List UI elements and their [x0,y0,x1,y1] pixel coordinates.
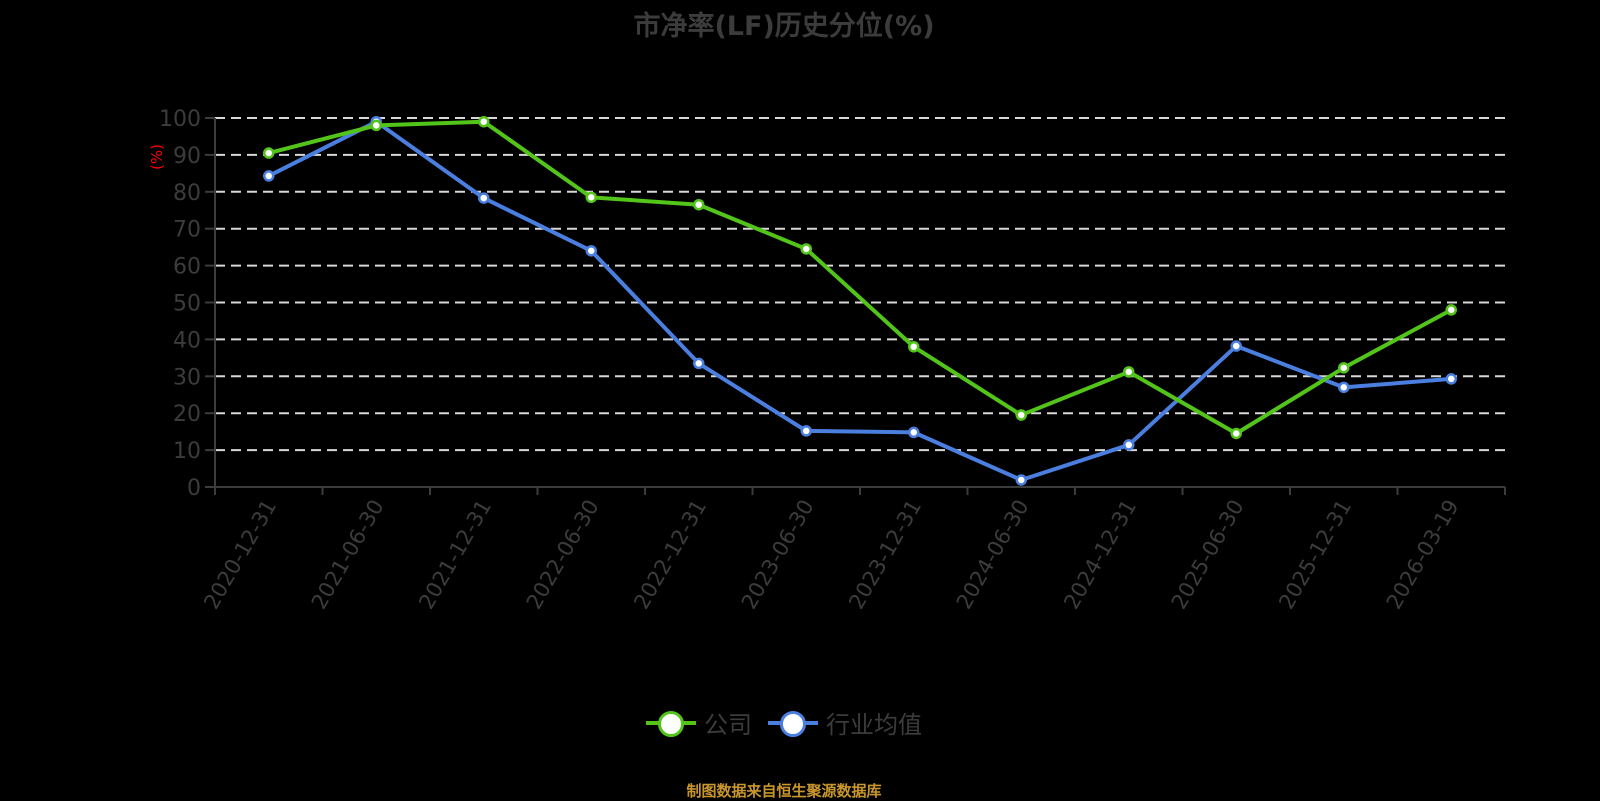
series-lines [263,115,1457,486]
y-tick-label: 90 [173,144,201,169]
y-tick-label: 0 [187,476,201,501]
data-point[interactable] [263,147,275,159]
y-tick-label: 70 [173,218,201,243]
data-point[interactable] [478,115,490,128]
x-tick-label: 2021-12-31 [414,496,496,614]
series-line [267,119,1452,482]
data-point[interactable] [1338,362,1350,374]
x-tick-label: 2025-06-30 [1167,496,1249,614]
data-source-note: 制图数据来自恒生聚源数据库 [686,782,882,800]
x-tick-label: 2024-12-31 [1059,496,1141,614]
x-axis: 2020-12-31 2021-06-30 2021-12-31 2022-06-30… [199,486,1506,614]
y-tick-label: 100 [159,107,201,132]
data-point[interactable] [370,119,382,132]
y-tick-label: 50 [173,292,201,317]
gridlines [215,117,1505,452]
legend-marker-icon [646,708,696,738]
y-tick-label: 40 [173,328,201,353]
x-tick-label: 2021-06-30 [307,496,389,614]
data-point[interactable] [1230,427,1242,440]
y-axis-unit: (%) [148,144,166,170]
data-point[interactable] [585,245,597,257]
chart-title: 市净率(LF)历史分位(%) [633,11,935,42]
legend: 公司 行业均值 [0,705,1568,740]
legend-item-company[interactable]: 公司 [646,705,752,740]
x-tick-label: 2025-12-31 [1274,496,1356,614]
legend-item-industry-average[interactable]: 行业均值 [768,705,922,740]
x-tick-label: 2022-12-31 [629,496,711,614]
data-point[interactable] [1015,474,1027,486]
x-tick-label: 2024-06-30 [952,496,1034,614]
legend-label: 行业均值 [826,711,922,739]
series-line [268,119,1453,436]
data-point[interactable] [1123,439,1135,451]
data-point[interactable] [1123,366,1135,378]
data-point[interactable] [693,357,705,370]
data-point[interactable] [1230,340,1242,352]
data-point[interactable] [908,341,920,353]
data-point[interactable] [585,191,597,204]
legend-label: 公司 [704,711,752,739]
y-axis: 0 10 20 30 40 50 60 70 80 90 100 [159,107,216,501]
data-point[interactable] [800,243,812,255]
y-tick-label: 10 [173,439,201,464]
data-point[interactable] [1445,304,1457,316]
data-point[interactable] [263,170,275,182]
y-tick-label: 80 [173,181,201,206]
data-point[interactable] [800,425,812,437]
data-point[interactable] [693,198,705,211]
data-point[interactable] [1338,381,1350,394]
x-tick-label: 2023-06-30 [737,496,819,614]
legend-marker-icon [768,708,818,738]
data-point[interactable] [1015,409,1027,421]
data-point[interactable] [908,426,920,439]
data-point[interactable] [1445,373,1457,385]
x-tick-label: 2020-12-31 [199,496,281,614]
x-tick-label: 2022-06-30 [522,496,604,614]
y-tick-label: 30 [173,365,201,390]
y-tick-label: 60 [173,255,201,280]
x-tick-label: 2023-12-31 [844,496,926,614]
y-tick-label: 20 [173,402,201,427]
x-tick-label: 2026-03-19 [1382,496,1464,614]
data-point[interactable] [478,192,490,204]
